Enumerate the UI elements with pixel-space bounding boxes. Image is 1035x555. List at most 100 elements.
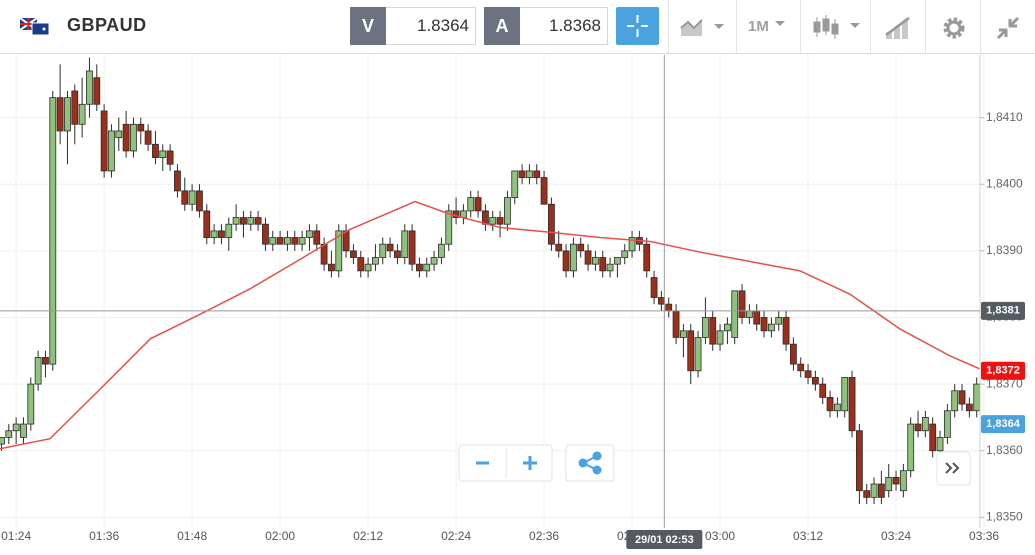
candle-body [496, 217, 504, 225]
candle-body [108, 130, 115, 172]
candle-body [423, 263, 431, 272]
candle-body [965, 403, 973, 412]
separator [736, 0, 737, 53]
candle-body [694, 337, 702, 372]
candle-body [320, 243, 328, 265]
candle-type-button[interactable] [812, 13, 862, 41]
candle-body [643, 243, 651, 272]
candle-body [907, 423, 915, 472]
crosshair-button[interactable] [616, 7, 659, 45]
candle-body [570, 243, 577, 272]
candle-body [430, 257, 438, 265]
timeframe[interactable]: 1M [748, 18, 769, 35]
candle-body [577, 243, 585, 252]
y-tick-label: 1,8360 [986, 443, 1023, 457]
candle-body [877, 483, 885, 498]
y-tick-label: 1,8390 [986, 243, 1023, 257]
candle-body [240, 217, 247, 225]
candle-body [196, 190, 203, 212]
candle-body [504, 197, 511, 225]
candle-body [731, 290, 739, 338]
candle-body [665, 303, 673, 312]
candle-body [78, 103, 86, 125]
x-tick-label: 02:00 [265, 529, 295, 543]
candle-body [42, 357, 49, 365]
candle-body [679, 330, 687, 338]
candle-body [819, 383, 827, 398]
collapse-button[interactable] [995, 15, 1021, 41]
candle-body [86, 70, 93, 105]
ask-price[interactable]: 1.8368 [520, 7, 608, 45]
candle-body [899, 470, 907, 492]
ask-tag[interactable]: A [484, 7, 520, 45]
x-tick-label: 02:24 [441, 529, 471, 543]
candle-body [885, 476, 893, 492]
candle-body [328, 263, 335, 272]
toolbar: GBPAUD V 1.8364 A 1.8368 1M [0, 0, 1035, 54]
crosshair-y-box [981, 301, 1025, 320]
candle-body [526, 170, 533, 178]
settings-button[interactable] [941, 15, 967, 41]
candle-body [841, 377, 849, 412]
draw-button[interactable] [884, 15, 912, 41]
candle-body [350, 250, 357, 258]
candle-body [848, 377, 856, 432]
candle-body [71, 90, 79, 125]
chart-type-button[interactable] [678, 16, 730, 38]
candle-body [929, 423, 937, 452]
candle-body [379, 243, 387, 258]
x-tick-label: 02:12 [353, 529, 383, 543]
candle-body [628, 237, 636, 252]
candle-body [159, 150, 167, 158]
x-tick-label: 01:48 [177, 529, 207, 543]
candle-body [782, 317, 790, 345]
candle-body [540, 177, 548, 205]
separator [668, 0, 669, 53]
zoom-in-button[interactable] [523, 456, 537, 470]
share-button[interactable] [578, 451, 602, 475]
candle-body [789, 343, 797, 365]
candle-body [467, 197, 475, 212]
separator [925, 0, 926, 53]
candle-body [951, 390, 959, 412]
candle-body [482, 210, 489, 225]
candle-body [650, 277, 658, 298]
candle-body [672, 310, 680, 338]
separator [980, 0, 981, 53]
candle-body [775, 317, 783, 325]
candle-body [181, 190, 189, 205]
candle-body [225, 223, 233, 238]
candle-body [284, 237, 291, 245]
candle-body [621, 250, 629, 258]
bid-price[interactable]: 1.8364 [386, 7, 476, 45]
x-tick-label: 03:00 [705, 529, 735, 543]
candle-body [56, 97, 64, 132]
candle-body [833, 403, 841, 412]
candle-body [474, 197, 482, 212]
candle-body [518, 170, 526, 178]
timeframe-caret[interactable] [774, 20, 788, 30]
candle-body [753, 310, 761, 325]
candle-body [973, 383, 980, 412]
candle-body [276, 237, 284, 245]
candle-body [958, 390, 966, 405]
candle-body [218, 230, 225, 238]
candle-body [210, 230, 218, 238]
flag-icon [20, 18, 50, 36]
x-tick-label: 02:36 [529, 529, 559, 543]
candle-body [27, 383, 35, 425]
candle-body [826, 397, 834, 412]
bid-tag[interactable]: V [350, 7, 386, 45]
candle-body [144, 130, 152, 145]
candle-body [804, 370, 812, 378]
scroll-end-button[interactable] [945, 462, 960, 474]
candle-body [64, 97, 71, 132]
candle-body [0, 436, 5, 445]
candle-body [445, 210, 453, 245]
candle-body [738, 290, 746, 318]
candle-body [20, 423, 27, 438]
candle-body [152, 143, 159, 158]
separator [800, 0, 801, 53]
overlay: 1,8381 29/01 02:53 1,8372 1,8364 [0, 55, 1025, 549]
